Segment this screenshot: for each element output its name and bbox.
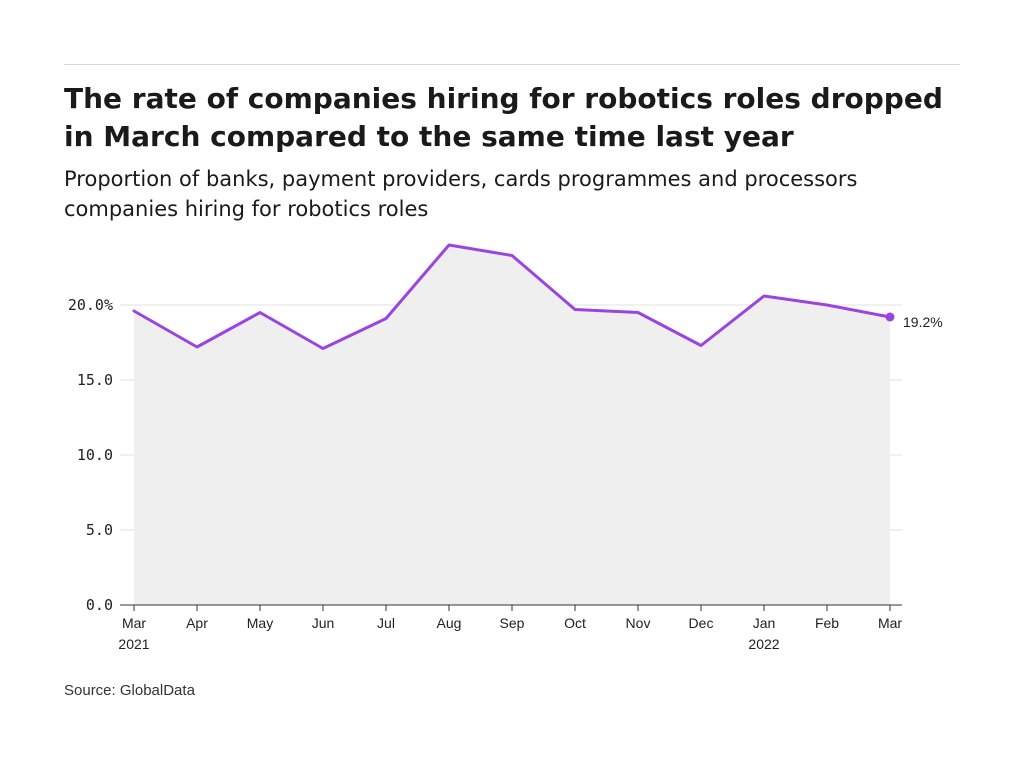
x-year-label: 2021 bbox=[118, 636, 149, 652]
chart-subtitle: Proportion of banks, payment providers, … bbox=[64, 167, 858, 221]
chart-title: The rate of companies hiring for robotic… bbox=[64, 82, 943, 153]
x-tick-label: Dec bbox=[689, 615, 714, 631]
x-tick-label: Apr bbox=[186, 615, 208, 631]
end-value-label: 19.2% bbox=[903, 314, 943, 330]
series-line bbox=[132, 243, 892, 350]
y-tick-label: 10.0 bbox=[77, 446, 113, 464]
area-fill bbox=[134, 245, 890, 605]
x-year-label: 2022 bbox=[748, 636, 779, 652]
y-tick-label: 5.0 bbox=[86, 521, 113, 539]
x-tick-label: Oct bbox=[564, 615, 586, 631]
x-tick-label: Mar bbox=[878, 615, 902, 631]
x-tick-label: Feb bbox=[815, 615, 839, 631]
end-point-marker bbox=[885, 312, 895, 322]
y-tick-label: 20.0% bbox=[68, 296, 113, 314]
x-tick-label: Mar bbox=[122, 615, 146, 631]
x-tick-label: Jan bbox=[753, 615, 776, 631]
x-axis: Mar 2021 Apr May Jun Jul Aug Sep Oct Nov Dec Jan 202… bbox=[118, 605, 902, 652]
x-tick-label: Nov bbox=[626, 615, 651, 631]
y-axis: 0.0 5.0 10.0 15.0 20.0% bbox=[68, 296, 113, 614]
y-tick-label: 0.0 bbox=[86, 596, 113, 614]
top-rule bbox=[64, 64, 960, 65]
x-tick-label: Jul bbox=[377, 615, 395, 631]
y-tick-label: 15.0 bbox=[77, 371, 113, 389]
x-tick-label: Aug bbox=[437, 615, 462, 631]
source-note: Source: GlobalData bbox=[64, 682, 195, 699]
x-tick-label: Jun bbox=[312, 615, 335, 631]
x-tick-label: May bbox=[247, 615, 273, 631]
x-tick-label: Sep bbox=[500, 615, 525, 631]
